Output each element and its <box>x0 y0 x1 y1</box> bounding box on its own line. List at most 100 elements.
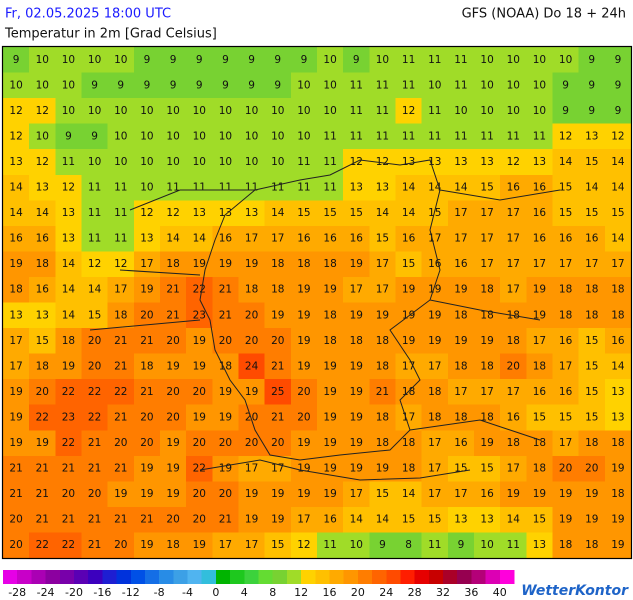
colorbar-swatch <box>315 570 330 584</box>
temperature-cell <box>474 532 501 559</box>
temperature-cell <box>55 353 82 380</box>
temperature-cell <box>343 276 370 303</box>
temperature-value: 14 <box>62 309 76 321</box>
temperature-cell <box>160 47 187 74</box>
temperature-cell <box>29 455 56 482</box>
temperature-value: 19 <box>140 539 153 551</box>
temperature-cell <box>343 328 370 355</box>
temperature-value: 20 <box>219 488 232 500</box>
temperature-value: 10 <box>114 105 127 117</box>
temperature-value: 16 <box>559 386 573 398</box>
temperature-value: 9 <box>91 130 98 142</box>
temperature-value: 10 <box>428 79 441 91</box>
temperature-value: 17 <box>140 258 153 270</box>
temperature-value: 16 <box>297 233 311 245</box>
temperature-value: 17 <box>480 386 493 398</box>
temperature-value: 10 <box>114 54 127 66</box>
temperature-value: 15 <box>402 258 415 270</box>
temperature-value: 17 <box>480 207 493 219</box>
temperature-cell <box>526 328 553 355</box>
temperature-cell <box>474 98 501 125</box>
temperature-cell <box>395 430 423 457</box>
temperature-cell <box>264 430 292 457</box>
colorbar-swatch <box>485 570 501 584</box>
temperature-cell <box>160 532 187 559</box>
temperature-value: 17 <box>271 233 284 245</box>
temperature-cell <box>369 123 396 150</box>
temperature-value: 19 <box>271 309 284 321</box>
temperature-cell <box>474 404 501 431</box>
temperature-cell <box>55 481 82 508</box>
colorbar-swatch <box>73 570 89 584</box>
temperature-cell <box>290 72 318 99</box>
temperature-value: 18 <box>480 309 493 321</box>
temperature-cell <box>474 47 501 74</box>
temperature-cell <box>369 506 396 533</box>
temperature-cell <box>421 225 449 252</box>
temperature-cell <box>447 123 475 150</box>
temperature-value: 15 <box>376 233 389 245</box>
temperature-field: 9 10 10 10 10 9 9 9 9 9 9 9 10 9 10 11 11 11 10 10 10 10 9 9 10 1… <box>3 47 632 559</box>
temperature-value: 20 <box>271 335 284 347</box>
temperature-cell <box>395 455 423 482</box>
temperature-cell <box>421 328 449 355</box>
temperature-value: 20 <box>193 488 206 500</box>
temperature-cell <box>578 430 606 457</box>
temperature-cell <box>500 328 527 355</box>
temperature-value: 16 <box>350 233 364 245</box>
temperature-value: 12 <box>62 182 75 194</box>
temperature-cell <box>526 174 553 201</box>
temperature-cell <box>578 123 606 150</box>
temperature-value: 20 <box>36 386 49 398</box>
temperature-value: 10 <box>271 105 284 117</box>
temperature-value: 10 <box>376 54 389 66</box>
temperature-cell <box>81 174 109 201</box>
temperature-cell <box>317 379 344 406</box>
temperature-value: 18 <box>480 411 493 423</box>
temperature-value: 23 <box>193 309 206 321</box>
temperature-value: 21 <box>88 539 101 551</box>
temperature-cell <box>578 47 606 74</box>
temperature-cell <box>421 251 449 278</box>
temperature-value: 11 <box>507 539 520 551</box>
temperature-value: 19 <box>219 411 232 423</box>
temperature-cell <box>369 276 396 303</box>
temperature-cell <box>578 353 606 380</box>
temperature-cell <box>212 353 239 380</box>
temperature-value: 12 <box>9 130 22 142</box>
temperature-cell <box>526 225 553 252</box>
temperature-cell <box>238 302 266 329</box>
temperature-value: 10 <box>323 105 336 117</box>
temperature-value: 10 <box>480 105 493 117</box>
temperature-value: 21 <box>88 437 101 449</box>
temperature-value: 19 <box>611 463 624 475</box>
temperature-value: 18 <box>533 437 546 449</box>
temperature-cell <box>133 72 161 99</box>
temperature-value: 20 <box>62 488 75 500</box>
temperature-cell <box>186 225 213 252</box>
temperature-value: 17 <box>559 437 572 449</box>
temperature-cell <box>186 404 213 431</box>
temperature-value: 11 <box>166 182 179 194</box>
temperature-value: 11 <box>323 182 336 194</box>
temperature-value: 10 <box>140 182 153 194</box>
temperature-value: 18 <box>297 258 310 270</box>
temperature-cell <box>578 302 606 329</box>
temperature-value: 21 <box>114 463 127 475</box>
temperature-value: 15 <box>559 411 572 423</box>
temperature-cell <box>604 404 632 431</box>
temperature-value: 17 <box>428 488 441 500</box>
temperature-cell <box>369 353 396 380</box>
temperature-cell <box>343 379 370 406</box>
temperature-cell <box>395 532 423 559</box>
temperature-value: 10 <box>36 54 49 66</box>
temperature-cell <box>500 481 527 508</box>
temperature-cell <box>447 47 475 74</box>
temperature-value: 21 <box>219 309 232 321</box>
temperature-value: 20 <box>193 386 206 398</box>
temperature-value: 9 <box>91 79 98 91</box>
colorbar-swatch <box>258 570 274 584</box>
temperature-value: 16 <box>402 233 416 245</box>
temperature-value: 18 <box>428 411 441 423</box>
